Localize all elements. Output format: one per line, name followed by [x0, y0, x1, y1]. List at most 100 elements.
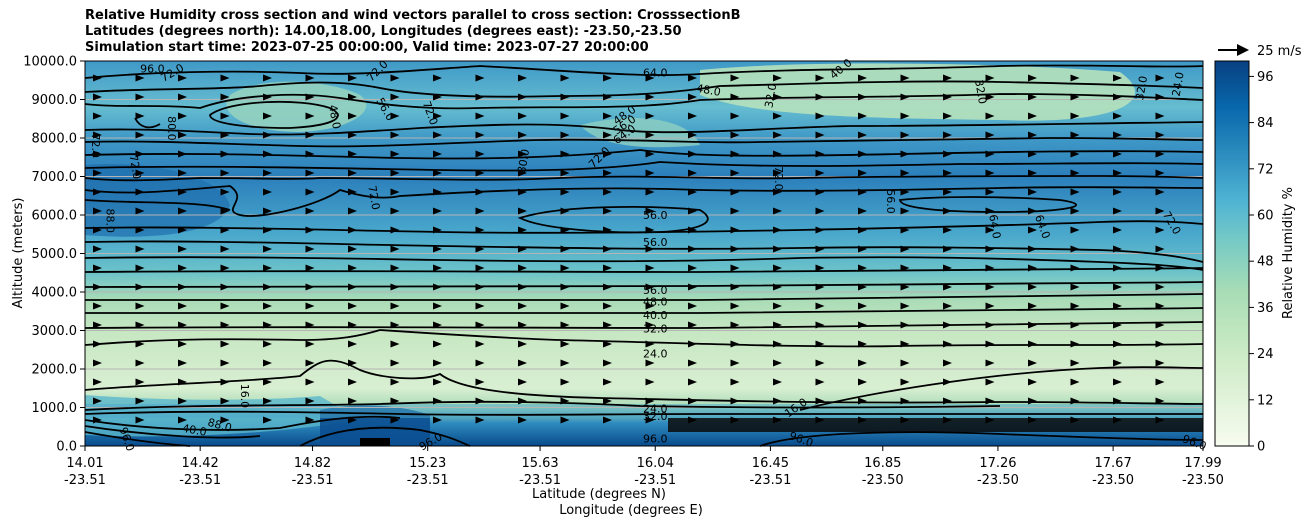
wind-vector	[645, 321, 655, 329]
wind-vector	[1028, 340, 1037, 348]
wind-vector	[518, 188, 527, 196]
wind-vector	[603, 245, 612, 253]
contour-label: 96.0	[1181, 432, 1208, 453]
wind-vector	[518, 245, 527, 253]
wind-vector	[348, 245, 357, 253]
wind-vector	[858, 302, 867, 310]
x-tick-label-lat: 17.67	[1095, 456, 1132, 471]
wind-vector	[985, 150, 995, 158]
wind-vector	[135, 245, 145, 253]
wind-vector	[1070, 188, 1080, 196]
wind-vector	[263, 245, 272, 253]
title-line-2: Latitudes (degrees north): 14.00,18.00, …	[85, 24, 682, 39]
wind-vector	[900, 264, 910, 272]
wind-vector	[93, 340, 102, 348]
wind-vector	[135, 283, 145, 291]
x-tick-label-lon: -23.51	[179, 473, 221, 488]
wind-vector	[985, 112, 995, 120]
wind-vector	[688, 207, 697, 215]
wind-vector	[433, 283, 442, 291]
wind-vector	[730, 169, 740, 177]
wind-vector	[603, 302, 612, 310]
wind-vector	[560, 397, 570, 405]
wind-vector	[1113, 93, 1122, 101]
wind-vector	[93, 397, 102, 405]
wind-vector	[220, 188, 230, 196]
wind-vector	[688, 397, 697, 405]
wind-vector	[603, 378, 612, 386]
wind-vector	[815, 207, 825, 215]
wind-vector	[560, 321, 570, 329]
wind-vector	[1113, 416, 1122, 424]
wind-vector	[900, 150, 910, 158]
wind-vector	[348, 93, 357, 101]
wind-vector	[900, 283, 910, 291]
wind-vector	[518, 340, 527, 348]
wind-vector	[518, 302, 527, 310]
wind-vector	[688, 416, 697, 424]
wind-vector	[943, 245, 952, 253]
contour-label: 24.0	[643, 348, 668, 361]
colorbar-tick-label: 72	[1257, 162, 1274, 177]
wind-vector	[135, 112, 145, 120]
colorbar-tick-label: 24	[1257, 347, 1274, 362]
wind-vector	[985, 131, 995, 139]
wind-vector	[433, 397, 442, 405]
wind-vector	[1113, 112, 1122, 120]
wind-vector	[178, 150, 187, 158]
y-tick-label: 9000.0	[32, 93, 78, 108]
wind-vector	[943, 416, 952, 424]
wind-vector	[348, 397, 357, 405]
wind-vector	[390, 226, 400, 234]
wind-vector	[220, 93, 230, 101]
wind-vector	[475, 359, 485, 367]
wind-vector	[943, 359, 952, 367]
x-tick-label-lat: 14.01	[66, 456, 103, 471]
wind-vector	[1155, 93, 1165, 101]
x-tick-label-lon: -23.50	[862, 473, 904, 488]
wind-vector	[348, 169, 357, 177]
wind-vector	[1070, 112, 1080, 120]
wind-vector	[93, 74, 102, 82]
wind-vector	[815, 321, 825, 329]
wind-vector	[858, 93, 867, 101]
wind-vector	[220, 264, 230, 272]
wind-vector	[560, 359, 570, 367]
wind-vector	[1155, 131, 1165, 139]
colorbar-label: Relative Humidity %	[1281, 187, 1296, 319]
wind-vector	[348, 74, 357, 82]
wind-vector	[518, 283, 527, 291]
y-tick-label: 8000.0	[32, 132, 78, 147]
wind-vector	[518, 321, 527, 329]
colorbar	[1214, 60, 1250, 447]
wind-vector	[1155, 283, 1165, 291]
wind-vector	[390, 169, 400, 177]
wind-vector	[688, 245, 697, 253]
wind-vector	[943, 378, 952, 386]
wind-vector	[730, 397, 740, 405]
wind-vector	[603, 131, 612, 139]
contour-label: 24.0	[1170, 71, 1187, 97]
wind-vector	[1155, 359, 1165, 367]
wind-vector	[518, 150, 527, 158]
contour-label: 40.0	[643, 309, 668, 322]
contour-label: 64.0	[643, 67, 668, 80]
wind-vector	[475, 150, 485, 158]
wind-vector	[1028, 416, 1037, 424]
wind-vector	[1028, 112, 1037, 120]
wind-vector	[900, 245, 910, 253]
x-tick-label-lat: 17.26	[979, 456, 1016, 471]
wind-vector	[178, 416, 187, 424]
wind-vector	[645, 378, 655, 386]
wind-vector	[560, 226, 570, 234]
wind-vector	[135, 302, 145, 310]
wind-vector	[560, 283, 570, 291]
contour-label: 40.0	[181, 422, 207, 439]
wind-vector	[433, 93, 442, 101]
wind-vector	[773, 188, 782, 196]
wind-vector	[93, 302, 102, 310]
wind-vector	[603, 397, 612, 405]
wind-vector	[1113, 188, 1122, 196]
wind-vector	[603, 340, 612, 348]
wind-vector	[263, 264, 272, 272]
